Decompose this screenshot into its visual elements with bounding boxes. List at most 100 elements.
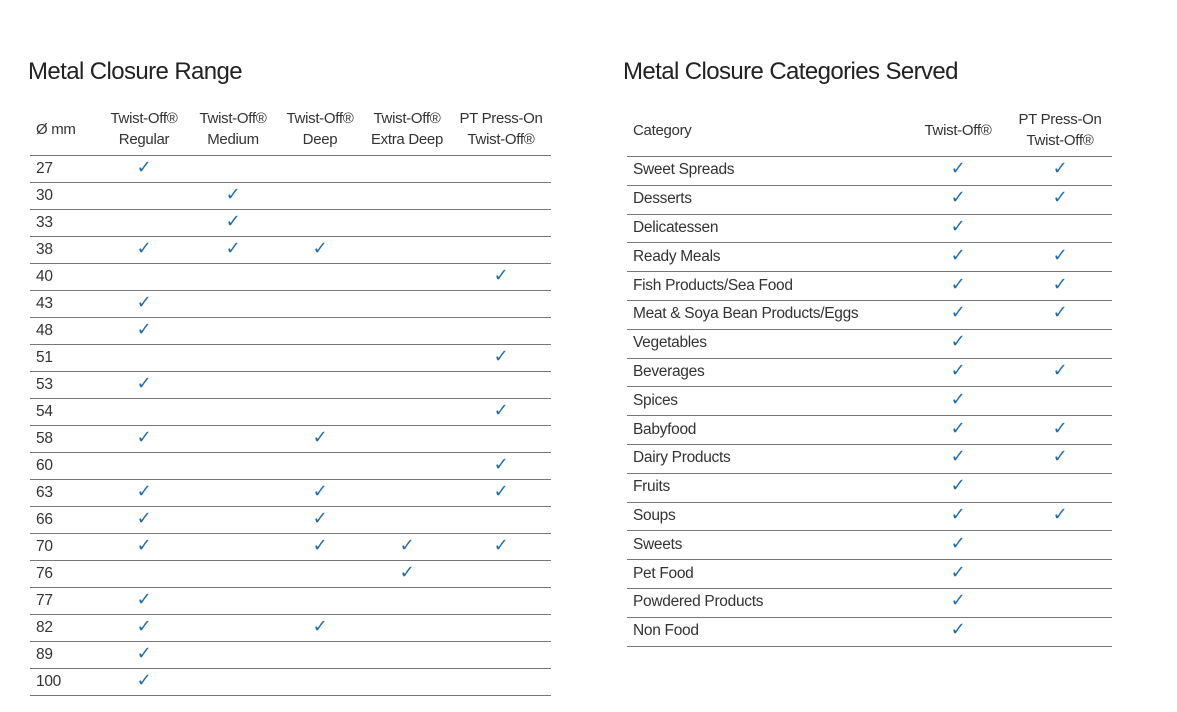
- check-mark: ✓: [1052, 273, 1068, 294]
- row-rule: [627, 271, 1112, 273]
- row-rule: [30, 236, 551, 237]
- row-rule: [627, 645, 1112, 647]
- row-label: 77: [36, 591, 53, 609]
- check-mark: ✓: [950, 244, 966, 265]
- check-mark: ✓: [950, 590, 966, 611]
- row-label: Fruits: [633, 478, 670, 496]
- check-mark: ✓: [312, 534, 328, 555]
- check-mark: ✓: [950, 619, 966, 640]
- check-mark: ✓: [950, 504, 966, 524]
- check-mark: ✓: [950, 475, 966, 496]
- row-label: 40: [36, 267, 53, 285]
- check-mark: ✓: [136, 615, 152, 636]
- row-rule: [627, 588, 1112, 589]
- check-mark: ✓: [493, 534, 509, 555]
- table-title: Metal Closure Range: [28, 58, 243, 85]
- row-label: 76: [36, 564, 53, 582]
- column-header: PT Press-On: [459, 110, 543, 127]
- row-rule: [30, 209, 551, 210]
- row-rule: [30, 317, 551, 318]
- check-mark: ✓: [136, 156, 152, 177]
- check-mark: ✓: [1052, 417, 1068, 438]
- column-header: Regular: [118, 131, 170, 148]
- column-header: Deep: [302, 131, 338, 148]
- row-rule: [627, 444, 1112, 445]
- column-header: PT Press-On: [1018, 111, 1102, 128]
- check-mark: ✓: [950, 273, 966, 294]
- row-rule: [627, 559, 1112, 561]
- row-label: Fish Products/Sea Food: [633, 276, 793, 294]
- header-rule: [627, 156, 1112, 157]
- row-rule: [627, 357, 1112, 359]
- row-label: 66: [36, 510, 53, 528]
- check-mark: ✓: [225, 237, 241, 258]
- row-rule: [627, 386, 1112, 388]
- check-mark: ✓: [312, 480, 328, 501]
- column-header: Twist-Off®: [199, 110, 267, 127]
- row-rule: [30, 479, 551, 480]
- row-rule: [627, 300, 1112, 301]
- row-rule: [627, 328, 1112, 330]
- check-mark: ✓: [136, 588, 152, 609]
- check-mark: ✓: [1052, 187, 1068, 208]
- check-mark: ✓: [950, 446, 966, 467]
- check-mark: ✓: [399, 534, 415, 555]
- check-mark: ✓: [399, 561, 415, 582]
- row-label: 27: [36, 159, 53, 177]
- check-mark: ✓: [136, 291, 152, 312]
- check-mark: ✓: [312, 426, 328, 447]
- column-header: Twist-Off®: [286, 110, 354, 127]
- row-label: 63: [36, 483, 53, 501]
- row-rule: [627, 415, 1112, 417]
- row-rule: [30, 587, 551, 588]
- check-mark: ✓: [136, 534, 152, 555]
- check-mark: ✓: [950, 561, 966, 582]
- row-rule: [30, 560, 551, 561]
- row-rule: [30, 344, 551, 345]
- row-label: Spices: [633, 391, 678, 409]
- check-mark: ✓: [493, 453, 509, 474]
- check-mark: ✓: [312, 615, 328, 636]
- row-rule: [627, 501, 1112, 503]
- check-mark: ✓: [950, 331, 966, 352]
- check-mark: ✓: [950, 187, 966, 208]
- row-label: Pet Food: [633, 564, 694, 582]
- row-rule: [627, 616, 1112, 618]
- row-label: Non Food: [633, 622, 699, 640]
- row-label: Soups: [633, 507, 676, 524]
- check-mark: ✓: [950, 158, 966, 179]
- row-label: 58: [36, 429, 53, 447]
- row-label: 54: [36, 402, 53, 420]
- row-rule: [627, 472, 1112, 474]
- row-label: 53: [36, 375, 53, 393]
- row-label: Beverages: [633, 363, 705, 380]
- column-header: Twist-Off®: [1026, 132, 1094, 149]
- row-rule: [627, 184, 1112, 186]
- check-mark: ✓: [136, 642, 152, 663]
- check-mark: ✓: [136, 669, 152, 690]
- check-mark: ✓: [136, 318, 152, 339]
- row-rule: [627, 242, 1112, 244]
- row-label: 70: [36, 537, 53, 555]
- row-label: Powdered Products: [633, 593, 764, 611]
- header-rule: [30, 155, 551, 156]
- check-mark: ✓: [493, 399, 509, 420]
- row-label: 89: [36, 645, 53, 663]
- check-mark: ✓: [136, 237, 152, 258]
- row-label: Sweets: [633, 535, 683, 553]
- row-label: 51: [36, 348, 53, 366]
- row-label: 100: [36, 672, 61, 690]
- column-header: Twist-Off®: [373, 110, 441, 127]
- row-rule: [30, 452, 551, 453]
- check-mark: ✓: [1052, 360, 1068, 380]
- row-rule: [30, 425, 551, 426]
- row-label: Delicatessen: [633, 219, 719, 236]
- column-header: Medium: [207, 131, 259, 148]
- check-mark: ✓: [136, 507, 152, 528]
- column-header: Extra Deep: [370, 131, 444, 148]
- row-rule: [627, 530, 1112, 532]
- row-label: Meat & Soya Bean Products/Eggs: [633, 305, 859, 323]
- row-label: 43: [36, 294, 53, 312]
- row-label: 33: [36, 213, 53, 231]
